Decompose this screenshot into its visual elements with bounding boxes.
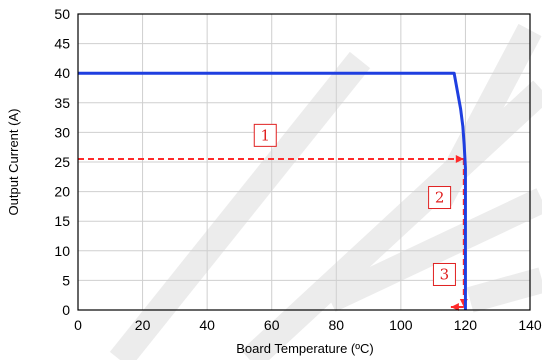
y-tick-label: 50 — [54, 6, 70, 22]
annotation-label: 2 — [435, 189, 445, 207]
x-tick-label: 100 — [389, 317, 413, 333]
y-tick-label: 25 — [54, 154, 70, 170]
x-axis-label: Board Temperature (ºC) — [236, 341, 373, 356]
y-tick-label: 0 — [62, 302, 70, 318]
guide-arrowhead — [450, 303, 459, 312]
y-tick-label: 30 — [54, 124, 70, 140]
watermark-stroke — [466, 267, 542, 313]
y-tick-label: 35 — [54, 95, 70, 111]
y-tick-label: 15 — [54, 213, 70, 229]
watermark-stroke — [428, 23, 542, 207]
series-group — [78, 71, 467, 310]
annotation-label: 3 — [440, 265, 450, 283]
x-tick-label: 140 — [518, 317, 542, 333]
x-tick-label: 80 — [328, 317, 344, 333]
grid — [77, 13, 531, 311]
y-tick-label: 10 — [54, 243, 70, 259]
x-tick-label: 60 — [264, 317, 280, 333]
plot-border — [77, 13, 531, 311]
y-tick-labels: 0 5 10 15 20 25 30 35 40 45 50 — [54, 6, 70, 318]
watermark-stroke — [241, 80, 542, 360]
y-tick-label: 45 — [54, 36, 70, 52]
annotation-box — [253, 123, 277, 147]
annotation-box — [428, 186, 452, 210]
watermark-stroke — [109, 51, 371, 360]
watermark-stroke — [324, 188, 542, 312]
x-tick-label: 40 — [199, 317, 215, 333]
y-axis-label: Output Current (A) — [6, 109, 21, 216]
annotation-label: 1 — [260, 126, 270, 144]
guide-arrowhead — [455, 155, 464, 164]
series-line — [78, 71, 467, 310]
y-tick-label: 40 — [54, 65, 70, 81]
guide-lines — [78, 155, 468, 312]
annotation-markers: 1 2 3 — [253, 123, 456, 286]
y-tick-label: 5 — [62, 272, 70, 288]
x-tick-label: 0 — [74, 317, 82, 333]
x-tick-labels: 0 20 40 60 80 100 120 140 — [74, 317, 542, 333]
x-tick-label: 120 — [454, 317, 478, 333]
plot-frame — [77, 13, 531, 311]
y-tick-label: 20 — [54, 184, 70, 200]
x-tick-label: 20 — [135, 317, 151, 333]
annotation-box — [432, 262, 456, 286]
